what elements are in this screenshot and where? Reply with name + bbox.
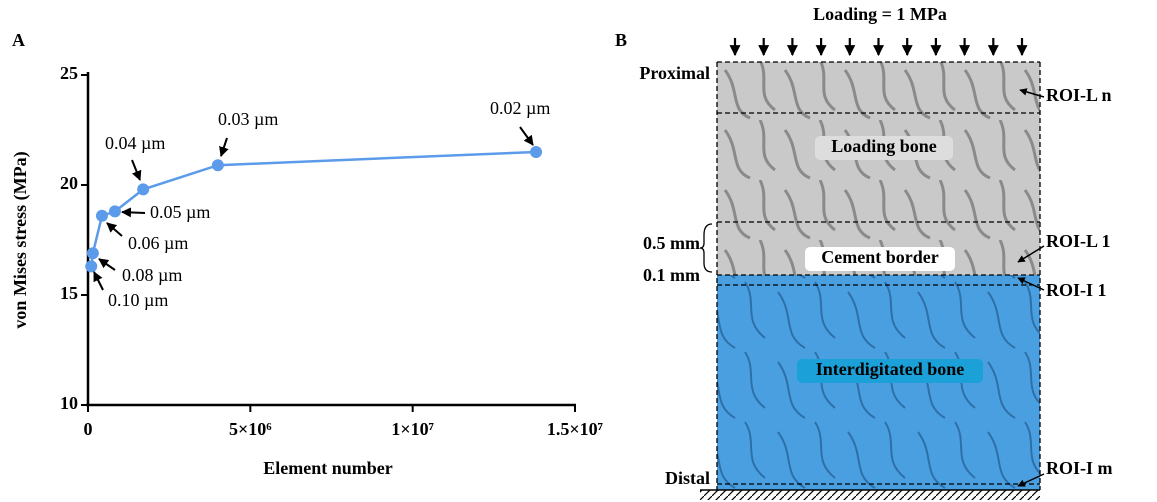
- y-tick-label: 10: [60, 393, 78, 413]
- point-annotation: 0.10 µm: [108, 290, 168, 310]
- annotation-arrow: [107, 223, 122, 236]
- region-label: Interdigitated bone: [816, 359, 965, 379]
- data-point: [96, 210, 108, 222]
- roi-label: ROI-L 1: [1046, 231, 1111, 251]
- loading-bone-image: [717, 62, 1040, 275]
- dimension-label: 0.1 mm: [643, 265, 700, 285]
- data-point: [137, 183, 149, 195]
- point-annotation: 0.03 µm: [218, 109, 278, 129]
- point-annotation: 0.02 µm: [490, 98, 550, 118]
- x-tick-label: 5×10⁶: [229, 419, 272, 439]
- roi-label: ROI-L n: [1046, 85, 1112, 105]
- brace: [700, 224, 712, 272]
- side-label: Proximal: [639, 63, 710, 83]
- data-point: [109, 205, 121, 217]
- x-tick-label: 0: [84, 419, 93, 439]
- loading-label: Loading = 1 MPa: [813, 4, 947, 24]
- panel-label: A: [12, 30, 25, 50]
- data-point: [87, 247, 99, 259]
- y-tick-label: 15: [60, 283, 78, 303]
- y-tick-label: 25: [60, 63, 78, 83]
- annotation-arrow: [122, 212, 145, 213]
- x-tick-label: 1.5×10⁷: [547, 419, 604, 439]
- load-arrows: [735, 38, 1022, 55]
- point-annotation: 0.05 µm: [150, 202, 210, 222]
- annotation-arrow: [520, 127, 533, 145]
- data-point: [530, 146, 542, 158]
- panel-b: B Loading = 1 MPa Loading bone Cement bo…: [615, 4, 1113, 500]
- data-point: [212, 159, 224, 171]
- point-annotation: 0.08 µm: [122, 265, 182, 285]
- roi-label: ROI-I 1: [1046, 280, 1107, 300]
- y-tick-label: 20: [60, 173, 78, 193]
- panel-label: B: [615, 30, 627, 50]
- point-annotation: 0.06 µm: [128, 233, 188, 253]
- annotation-arrow: [94, 272, 103, 290]
- region-label: Cement border: [821, 247, 938, 267]
- x-axis-label: Element number: [263, 458, 393, 478]
- x-tick-label: 1×10⁷: [391, 419, 434, 439]
- y-axis-label: von Mises stress (MPa): [10, 151, 31, 328]
- annotation-arrow: [221, 138, 227, 156]
- side-label: Distal: [665, 468, 710, 488]
- point-annotation: 0.04 µm: [105, 133, 165, 153]
- ground: [700, 490, 1040, 500]
- annotation-arrow: [99, 259, 115, 270]
- annotation-arrow: [132, 160, 140, 180]
- roi-label: ROI-I m: [1046, 458, 1113, 478]
- data-point: [85, 260, 97, 272]
- dimension-label: 0.5 mm: [643, 233, 700, 253]
- figure: A Element number von Mises stress (MPa) …: [0, 0, 1157, 502]
- region-label: Loading bone: [831, 136, 937, 156]
